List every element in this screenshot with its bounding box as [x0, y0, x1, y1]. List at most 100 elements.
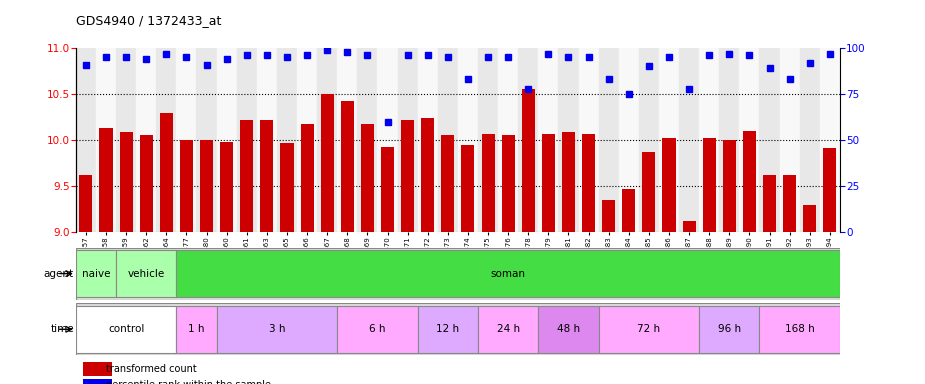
Text: naive: naive [81, 268, 110, 279]
Text: 96 h: 96 h [718, 324, 741, 334]
Bar [482, 134, 495, 232]
Bar [803, 205, 816, 232]
Bar [340, 101, 354, 232]
Text: 3 h: 3 h [268, 324, 285, 334]
Bar [200, 140, 213, 232]
Text: 1 h: 1 h [189, 324, 204, 334]
Bar [156, 48, 177, 232]
Bar [699, 48, 720, 232]
Bar [357, 48, 377, 232]
Bar [783, 175, 796, 232]
Bar [662, 138, 675, 232]
Bar [759, 48, 780, 232]
Text: 12 h: 12 h [437, 324, 460, 334]
Bar [196, 48, 216, 232]
Bar [177, 48, 196, 232]
Text: percentile rank within the sample: percentile rank within the sample [106, 380, 271, 384]
Bar [257, 48, 277, 232]
Bar [418, 48, 438, 232]
Bar [800, 48, 820, 232]
Text: vehicle: vehicle [128, 268, 165, 279]
Bar [260, 120, 274, 232]
Bar [398, 48, 418, 232]
Bar [699, 306, 759, 353]
Bar [478, 48, 498, 232]
Bar [76, 250, 116, 297]
Bar [559, 48, 578, 232]
Bar [619, 48, 639, 232]
Bar [501, 135, 514, 232]
Bar [237, 48, 257, 232]
Bar [338, 48, 357, 232]
Text: 6 h: 6 h [369, 324, 386, 334]
Bar [116, 250, 177, 297]
Bar [722, 140, 736, 232]
Bar [623, 189, 635, 232]
Bar [83, 362, 112, 376]
Bar [179, 140, 193, 232]
Bar [136, 48, 156, 232]
Bar [277, 48, 297, 232]
Bar [743, 131, 756, 232]
Bar [100, 128, 113, 232]
Bar [478, 306, 538, 353]
Bar [561, 132, 575, 232]
Bar [578, 48, 598, 232]
Bar [160, 113, 173, 232]
Bar [438, 48, 458, 232]
Bar [321, 94, 334, 232]
Bar [220, 142, 233, 232]
Bar [240, 120, 253, 232]
Bar [458, 48, 478, 232]
Bar [518, 48, 538, 232]
Bar [522, 89, 535, 232]
Bar [140, 135, 153, 232]
Bar [462, 145, 475, 232]
Text: 168 h: 168 h [784, 324, 815, 334]
Bar [498, 48, 518, 232]
Bar [683, 221, 696, 232]
Bar [598, 48, 619, 232]
Bar [96, 48, 116, 232]
Bar [639, 48, 659, 232]
Bar [216, 48, 237, 232]
Bar [377, 48, 398, 232]
Bar [538, 48, 559, 232]
Bar [780, 48, 800, 232]
Bar [418, 306, 478, 353]
Bar [401, 120, 414, 232]
Bar [602, 200, 615, 232]
Bar [83, 379, 112, 384]
Bar [823, 147, 836, 232]
Bar [361, 124, 374, 232]
Bar [280, 143, 293, 232]
Text: time: time [50, 324, 74, 334]
Bar [421, 118, 434, 232]
Bar [679, 48, 699, 232]
Bar [820, 48, 840, 232]
Bar [177, 306, 216, 353]
Bar [297, 48, 317, 232]
Bar [538, 306, 598, 353]
Bar [317, 48, 338, 232]
Bar [80, 175, 93, 232]
Bar [441, 135, 454, 232]
Bar [116, 48, 136, 232]
Bar [177, 250, 840, 297]
Bar [739, 48, 759, 232]
Bar [582, 134, 595, 232]
Bar [763, 175, 776, 232]
Bar [642, 152, 656, 232]
Bar [720, 48, 739, 232]
Text: GDS4940 / 1372433_at: GDS4940 / 1372433_at [76, 14, 221, 27]
Bar [759, 306, 840, 353]
Bar [542, 134, 555, 232]
Text: 48 h: 48 h [557, 324, 580, 334]
Bar [301, 124, 314, 232]
Bar [703, 138, 716, 232]
Text: soman: soman [490, 268, 525, 279]
Bar [338, 306, 418, 353]
Text: control: control [108, 324, 144, 334]
Bar [119, 132, 132, 232]
Bar [381, 147, 394, 232]
